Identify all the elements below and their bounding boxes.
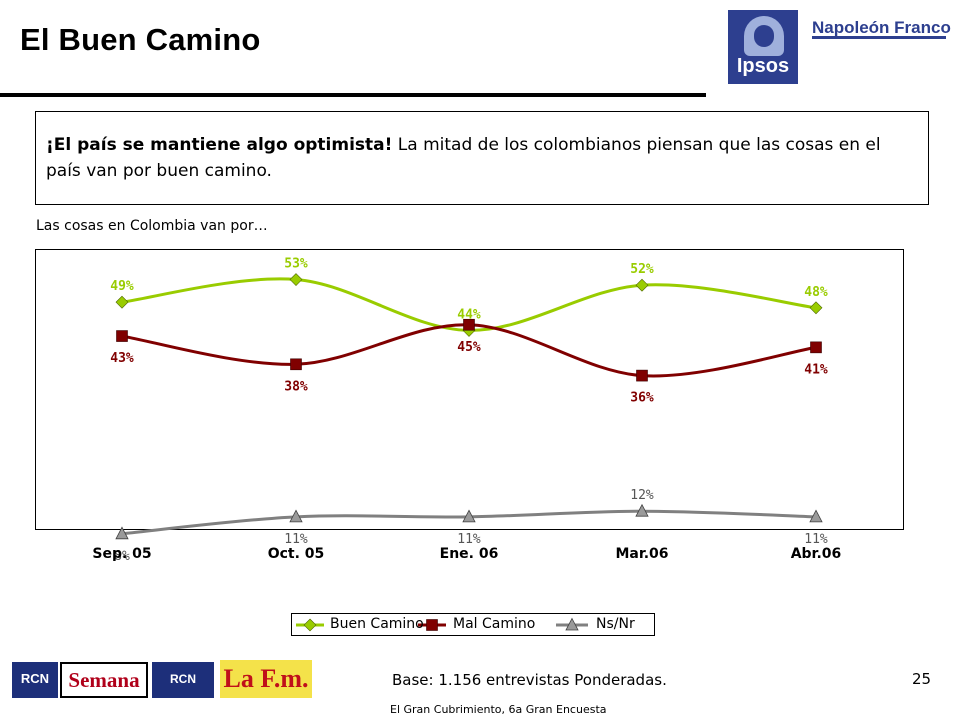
data-point-ns-nr-3 [462, 509, 476, 523]
headline-callout: ¡El país se mantiene algo optimista! La … [35, 111, 929, 205]
legend-marker-buen-camino [303, 618, 317, 632]
data-label-buen-camino-3: 44% [457, 307, 481, 322]
callout-text: La mitad de los colombianos piensan que … [46, 135, 881, 181]
data-point-ns-nr-5 [809, 509, 823, 523]
rcn-radio-logo: RCN [12, 662, 58, 698]
data-point-mal-camino-1 [116, 330, 128, 342]
data-point-mal-camino-4 [636, 369, 648, 382]
data-label-buen-camino-2: 53% [284, 257, 308, 272]
legend-label-buen-camino: Buen Camino [330, 616, 424, 632]
data-label-buen-camino-4: 52% [630, 262, 654, 277]
data-point-ns-nr-1 [115, 526, 129, 540]
napoleon-underline [812, 36, 946, 39]
plot-area-frame [35, 249, 904, 530]
data-point-mal-camino-2 [290, 358, 302, 371]
data-label-buen-camino-5: 48% [804, 285, 828, 300]
data-label-mal-camino-4: 36% [630, 391, 654, 406]
semana-logo: Semana [60, 662, 148, 698]
data-label-mal-camino-2: 38% [284, 379, 308, 394]
x-tick-label-3: Ene. 06 [440, 546, 499, 562]
x-tick-label-5: Abr.06 [791, 546, 842, 562]
page-number: 25 [912, 670, 932, 688]
x-tick-label-1: Sep. 05 [92, 546, 151, 562]
data-point-buen-camino-2 [289, 273, 303, 286]
napoleon-franco-logo: Napoleón Franco [812, 18, 951, 37]
chart-legend: Buen Camino Mal Camino Ns/Nr [291, 613, 655, 636]
x-tick-label-4: Mar.06 [615, 546, 668, 562]
data-point-buen-camino-5 [809, 301, 823, 315]
rcn-television-logo: RCN [152, 662, 214, 698]
callout-bold-text: ¡El país se mantiene algo optimista! [46, 135, 393, 155]
ipsos-logo: Ipsos [728, 10, 798, 84]
data-point-ns-nr-2 [289, 509, 303, 523]
page-title: El Buen Camino [20, 22, 261, 57]
la-fm-logo: La F.m. [220, 660, 312, 698]
data-label-mal-camino-5: 41% [804, 362, 828, 377]
data-label-ns-nr-5: 11% [804, 532, 828, 547]
data-point-buen-camino-4 [635, 278, 649, 292]
data-point-buen-camino-1 [115, 295, 129, 309]
data-point-mal-camino-3 [463, 318, 475, 331]
legend-label-ns-nr: Ns/Nr [596, 616, 635, 632]
sample-base-note: Base: 1.156 entrevistas Ponderadas. [392, 671, 667, 689]
data-label-mal-camino-3: 45% [457, 340, 481, 355]
legend-marker-mal-camino [426, 619, 438, 631]
data-point-mal-camino-5 [810, 341, 822, 354]
data-label-ns-nr-4: 12% [630, 488, 654, 503]
data-label-buen-camino-1: 49% [110, 279, 134, 294]
legend-markers [296, 617, 588, 632]
title-underline [0, 93, 706, 97]
data-point-ns-nr-4 [635, 503, 649, 517]
legend-label-mal-camino: Mal Camino [453, 616, 536, 632]
survey-source: El Gran Cubrimiento, 6a Gran Encuesta [390, 703, 607, 716]
ipsos-face-icon [744, 16, 784, 56]
x-tick-label-2: Oct. 05 [268, 546, 325, 562]
data-label-mal-camino-1: 43% [110, 351, 134, 366]
data-label-ns-nr-2: 11% [284, 532, 308, 547]
data-label-ns-nr-1: 8% [114, 549, 130, 564]
legend-marker-ns-nr [565, 617, 579, 631]
data-label-ns-nr-3: 11% [457, 532, 481, 547]
chart-subtitle: Las cosas en Colombia van por… [36, 218, 268, 234]
ipsos-logo-text: Ipsos [736, 55, 790, 77]
